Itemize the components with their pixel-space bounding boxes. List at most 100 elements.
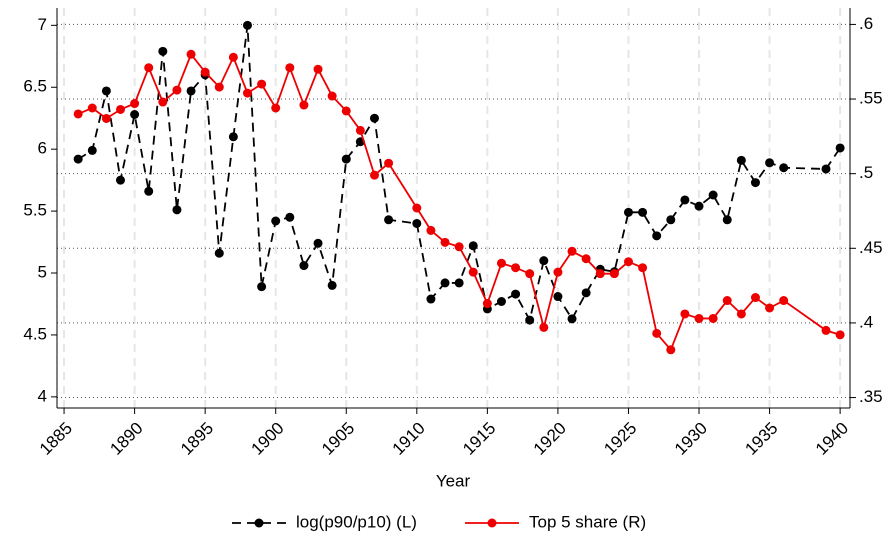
- data-point: [369, 113, 379, 123]
- data-point: [666, 345, 676, 355]
- data-point: [779, 296, 789, 306]
- data-point: [285, 212, 295, 222]
- data-point: [553, 267, 563, 277]
- data-point: [257, 282, 267, 292]
- data-point: [539, 322, 549, 332]
- data-point: [369, 170, 379, 180]
- data-point: [496, 258, 506, 268]
- x-tick-label: 1940: [812, 419, 852, 459]
- data-point: [722, 296, 732, 306]
- data-point: [440, 278, 450, 288]
- data-point: [482, 299, 492, 309]
- y2-tick-label: .35: [859, 387, 883, 406]
- data-point: [73, 154, 83, 164]
- series-line: [77, 52, 841, 352]
- data-point: [454, 278, 464, 288]
- data-point: [158, 97, 168, 107]
- data-point: [440, 237, 450, 247]
- data-point: [101, 86, 111, 96]
- x-axis-label: Year: [436, 471, 471, 490]
- y2-tick-label: .45: [859, 238, 883, 257]
- data-point: [214, 248, 224, 258]
- data-point: [384, 215, 394, 225]
- data-point: [680, 195, 690, 205]
- y2-tick-label: .6: [859, 14, 873, 33]
- legend-marker: [254, 518, 264, 528]
- data-point: [242, 88, 252, 98]
- data-point: [765, 158, 775, 168]
- data-point: [525, 315, 535, 325]
- data-point: [412, 203, 422, 213]
- data-point: [412, 218, 422, 228]
- data-point: [228, 132, 238, 142]
- data-point: [750, 178, 760, 188]
- data-point: [327, 91, 337, 101]
- data-point: [327, 280, 337, 290]
- data-point: [779, 163, 789, 173]
- data-point: [257, 79, 267, 89]
- data-point: [426, 225, 436, 235]
- data-point: [821, 325, 831, 335]
- data-point: [468, 267, 478, 277]
- data-point: [835, 330, 845, 340]
- data-point: [384, 158, 394, 168]
- data-point: [623, 207, 633, 217]
- data-point: [821, 164, 831, 174]
- x-tick-label: 1925: [600, 419, 640, 459]
- data-point: [87, 103, 97, 113]
- data-point: [454, 242, 464, 252]
- data-point: [496, 296, 506, 306]
- y-tick-label: 5.5: [23, 201, 47, 220]
- data-point: [765, 303, 775, 313]
- legend-label: log(p90/p10) (L): [296, 512, 417, 531]
- data-point: [680, 309, 690, 319]
- y-tick-label: 6.5: [23, 77, 47, 96]
- data-point: [271, 103, 281, 113]
- x-tick-label: 1915: [459, 419, 499, 459]
- data-point: [609, 269, 619, 279]
- y-tick-label: 4.5: [23, 324, 47, 343]
- data-point: [567, 314, 577, 324]
- data-point: [228, 52, 238, 62]
- data-point: [144, 186, 154, 196]
- x-tick-label: 1935: [741, 419, 781, 459]
- data-point: [652, 231, 662, 241]
- data-point: [341, 106, 351, 116]
- data-point: [172, 85, 182, 95]
- data-point: [736, 155, 746, 165]
- x-tick-label: 1905: [318, 419, 358, 459]
- data-point: [567, 246, 577, 256]
- data-point: [638, 263, 648, 273]
- data-point: [638, 207, 648, 217]
- data-point: [525, 269, 535, 279]
- x-tick-label: 1890: [106, 419, 146, 459]
- data-point: [87, 145, 97, 155]
- data-point: [694, 201, 704, 211]
- data-point: [115, 104, 125, 114]
- y-tick-label: 4: [38, 386, 47, 405]
- data-point: [595, 269, 605, 279]
- y-tick-label: 5: [38, 262, 47, 281]
- data-point: [144, 63, 154, 73]
- data-point: [468, 241, 478, 251]
- data-point: [186, 86, 196, 96]
- data-point: [186, 49, 196, 59]
- y2-tick-label: .5: [859, 163, 873, 182]
- x-tick-label: 1930: [671, 419, 711, 459]
- data-point: [285, 63, 295, 73]
- x-tick-label: 1910: [389, 419, 429, 459]
- x-tick-label: 1895: [177, 419, 217, 459]
- data-point: [581, 254, 591, 264]
- data-point: [722, 215, 732, 225]
- legend-marker: [487, 518, 497, 528]
- data-point: [835, 143, 845, 153]
- data-point: [73, 109, 83, 119]
- data-point: [101, 113, 111, 123]
- data-point: [581, 288, 591, 298]
- x-tick-label: 1920: [530, 419, 570, 459]
- data-point: [242, 20, 252, 30]
- data-point: [694, 313, 704, 323]
- data-point: [553, 292, 563, 302]
- data-point: [158, 46, 168, 56]
